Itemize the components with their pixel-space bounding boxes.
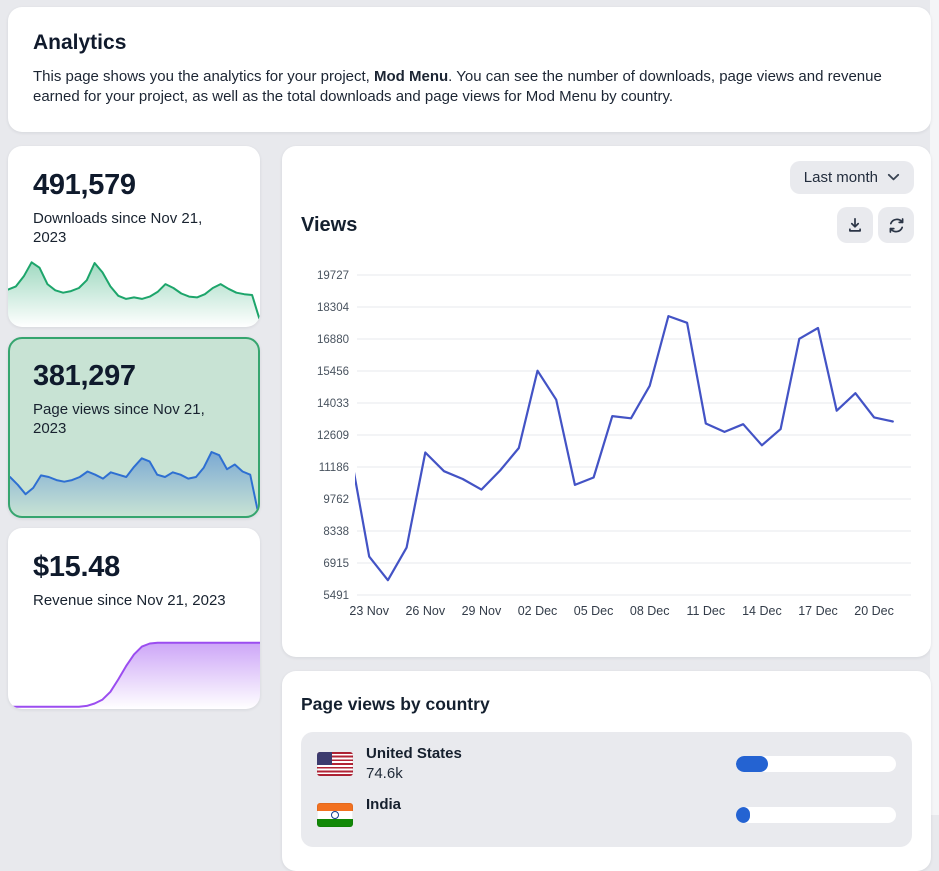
country-name: India <box>366 796 402 813</box>
svg-text:14 Dec: 14 Dec <box>742 604 782 618</box>
chevron-down-icon <box>887 173 900 181</box>
svg-text:11186: 11186 <box>319 462 349 474</box>
svg-text:6915: 6915 <box>323 558 349 570</box>
views-toolbar: Last month <box>299 161 914 194</box>
in-flag-icon <box>317 803 353 827</box>
svg-text:12609: 12609 <box>317 430 349 442</box>
svg-text:16880: 16880 <box>317 334 349 346</box>
country-progress-track <box>736 756 896 772</box>
refresh-button[interactable] <box>878 207 914 243</box>
sparkline-chart <box>8 641 260 709</box>
svg-text:05 Dec: 05 Dec <box>574 604 614 618</box>
svg-text:17 Dec: 17 Dec <box>798 604 838 618</box>
svg-text:02 Dec: 02 Dec <box>518 604 558 618</box>
svg-text:9762: 9762 <box>323 494 349 506</box>
svg-text:14033: 14033 <box>317 398 349 410</box>
svg-text:29 Nov: 29 Nov <box>462 604 502 618</box>
country-progress-fill <box>736 807 751 823</box>
svg-text:23 Nov: 23 Nov <box>349 604 389 618</box>
svg-text:08 Dec: 08 Dec <box>630 604 670 618</box>
description-text: This page shows you the analytics for yo… <box>33 68 375 85</box>
svg-text:19727: 19727 <box>317 270 349 282</box>
stat-label: Page views since Nov 21, 2023 <box>33 401 205 437</box>
countries-title: Page views by country <box>301 694 490 714</box>
scrollbar-track[interactable] <box>930 0 939 815</box>
page-title: Analytics <box>33 31 127 54</box>
us-flag-icon <box>317 752 353 776</box>
content-area: 491,579 Downloads since Nov 21, 2023 381… <box>8 146 931 871</box>
description-text-after: . You can see the number of downloads, p… <box>33 68 882 105</box>
analytics-page: Analytics This page shows you the analyt… <box>8 7 931 871</box>
country-info: India <box>366 796 401 834</box>
svg-text:18304: 18304 <box>317 302 350 314</box>
svg-text:8338: 8338 <box>323 526 349 538</box>
country-row-us: United States 74.6k <box>317 745 896 783</box>
main-column: Last month Views <box>282 146 931 871</box>
stats-column: 491,579 Downloads since Nov 21, 2023 381… <box>8 146 260 719</box>
svg-text:20 Dec: 20 Dec <box>854 604 894 618</box>
views-title: Views <box>301 213 358 236</box>
country-progress-fill <box>736 756 768 772</box>
stat-value: 491,579 <box>33 169 136 201</box>
country-info: United States 74.6k <box>366 745 462 783</box>
views-header: Views <box>299 207 914 243</box>
stat-card-downloads[interactable]: 491,579 Downloads since Nov 21, 2023 <box>8 146 260 327</box>
stat-value: 381,297 <box>33 360 136 392</box>
stat-card-revenue[interactable]: $15.48 Revenue since Nov 21, 2023 <box>8 528 260 709</box>
svg-text:5491: 5491 <box>323 590 349 602</box>
countries-panel: Page views by country United States 74.6… <box>282 671 931 871</box>
download-button[interactable] <box>837 207 873 243</box>
svg-text:11 Dec: 11 Dec <box>686 604 725 618</box>
views-line-chart: 19727 18304 16880 15456 14033 12609 11186 9762 8… <box>299 252 914 629</box>
sparkline-chart <box>10 451 258 516</box>
views-panel: Last month Views <box>282 146 931 657</box>
project-name: Mod Menu <box>374 68 449 85</box>
country-list: United States 74.6k India <box>301 732 912 847</box>
country-name: United States <box>366 745 462 762</box>
stat-label: Downloads since Nov 21, 2023 <box>33 210 203 246</box>
svg-text:15456: 15456 <box>317 366 349 378</box>
stat-label: Revenue since Nov 21, 2023 <box>33 592 226 609</box>
line-chart-svg: 19727 18304 16880 15456 14033 12609 11186 9762 8… <box>317 270 911 618</box>
range-selector-button[interactable]: Last month <box>789 161 914 194</box>
country-row-in: India <box>317 796 896 834</box>
country-value <box>366 816 401 834</box>
country-value: 74.6k <box>366 765 403 782</box>
country-progress-track <box>736 807 896 823</box>
svg-text:26 Nov: 26 Nov <box>405 604 445 618</box>
stat-card-page-views[interactable]: 381,297 Page views since Nov 21, 2023 <box>8 337 260 518</box>
download-icon <box>849 217 861 232</box>
chart-actions <box>837 207 914 243</box>
sparkline-chart <box>8 261 260 327</box>
stat-value: $15.48 <box>33 551 120 583</box>
page-description: This page shows you the analytics for yo… <box>33 67 906 106</box>
header-card: Analytics This page shows you the analyt… <box>8 7 931 132</box>
refresh-icon <box>889 217 903 233</box>
range-selector-label: Last month <box>803 169 878 186</box>
